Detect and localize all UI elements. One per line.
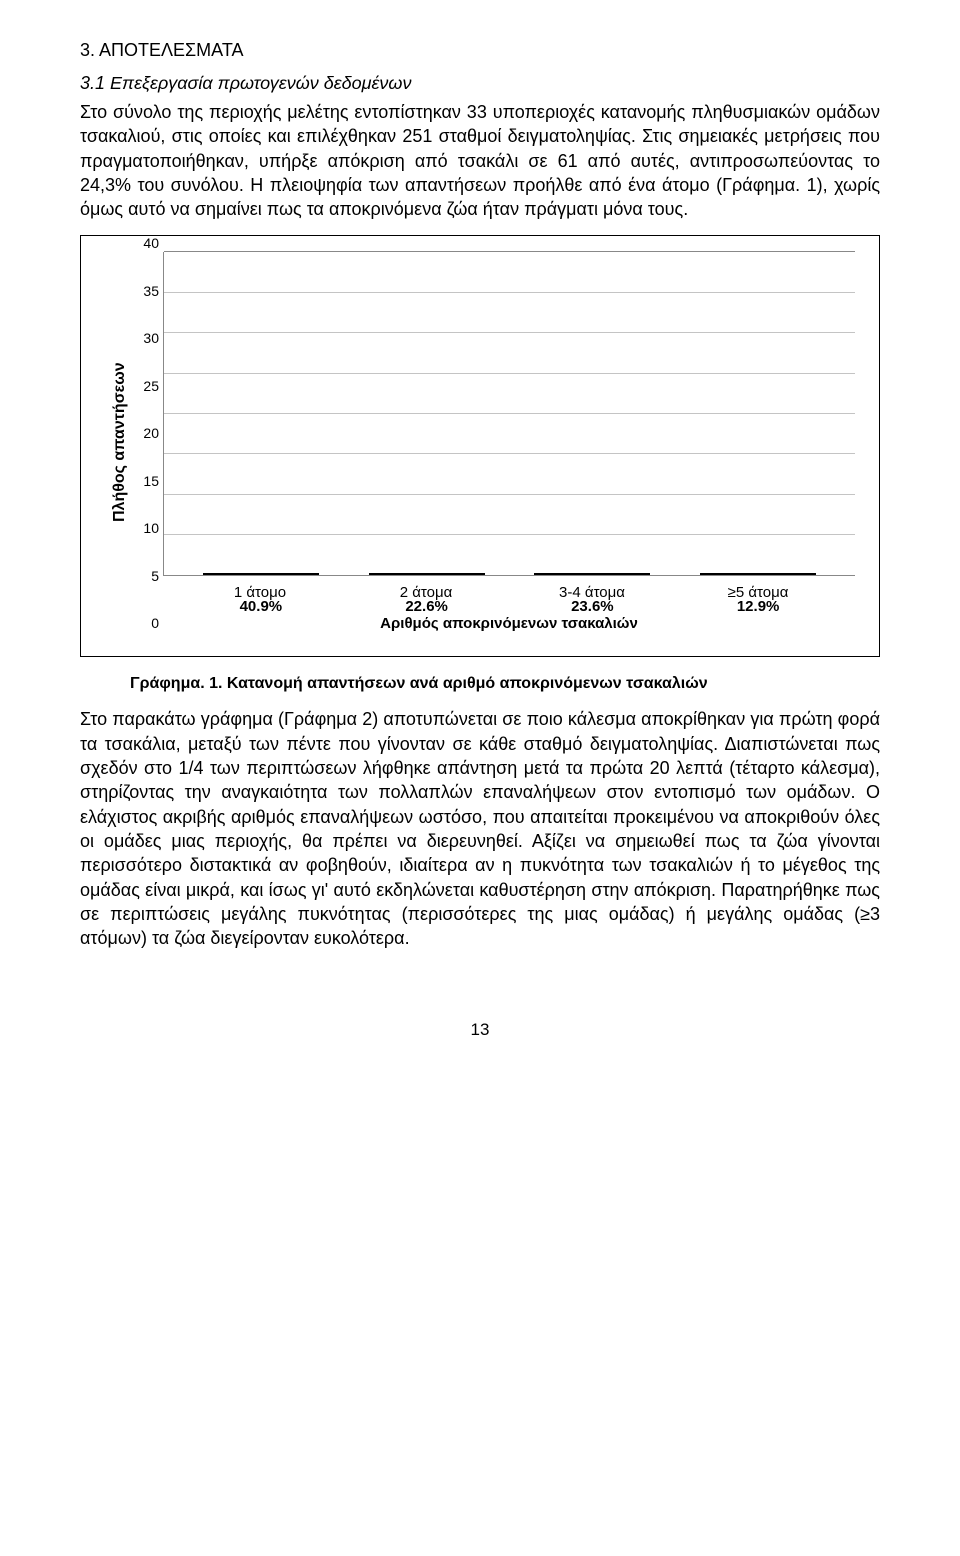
ytick: 15: [129, 473, 159, 489]
bar-value-label: 40.9%: [240, 598, 283, 615]
gridline: [164, 373, 855, 374]
ytick: 5: [129, 568, 159, 584]
gridline: [164, 332, 855, 333]
ytick: 20: [129, 425, 159, 441]
page-number: 13: [80, 1020, 880, 1040]
ytick: 35: [129, 283, 159, 299]
bar-col: 23.6%: [519, 573, 665, 575]
bar-value-label: 12.9%: [737, 598, 780, 615]
chart-1-plot-wrap: 40.9% 22.6% 23.6%: [163, 252, 855, 632]
bar-col: 12.9%: [685, 573, 831, 575]
chart-1-plot: 40.9% 22.6% 23.6%: [163, 252, 855, 576]
chart-1-yaxis-label: Πλήθος απαντήσεων: [105, 252, 129, 632]
bar-col: 40.9%: [188, 573, 334, 575]
gridline: [164, 292, 855, 293]
ytick: 40: [129, 235, 159, 251]
bar-value-label: 23.6%: [571, 598, 614, 615]
gridline: [164, 534, 855, 535]
bar: 23.6%: [534, 573, 650, 575]
bar: 12.9%: [700, 573, 816, 575]
ytick: 10: [129, 520, 159, 536]
section-heading: 3. ΑΠΟΤΕΛΕΣΜΑΤΑ: [80, 40, 880, 61]
gridline: [164, 494, 855, 495]
bar: 40.9%: [203, 573, 319, 575]
ytick: 0: [129, 615, 159, 631]
gridline: [164, 453, 855, 454]
chart-1-caption: Γράφημα. 1. Κατανομή απαντήσεων ανά αριθ…: [130, 675, 880, 693]
bar-col: 22.6%: [354, 573, 500, 575]
bar: 22.6%: [369, 573, 485, 575]
paragraph-2: Στο παρακάτω γράφημα (Γράφημα 2) αποτυπώ…: [80, 707, 880, 950]
chart-1-ytick-gutter: 0 5 10 15 20 25 30 35 40: [129, 252, 163, 632]
ytick: 25: [129, 378, 159, 394]
bar-value-label: 22.6%: [405, 598, 448, 615]
chart-1-xaxis-label: Αριθμός αποκρινόμενων τσακαλιών: [163, 615, 855, 632]
subsection-heading: 3.1 Επεξεργασία πρωτογενών δεδομένων: [80, 73, 880, 94]
chart-1-area: Πλήθος απαντήσεων 0 5 10 15 20 25 30 35 …: [105, 252, 855, 632]
gridline: [164, 251, 855, 252]
chart-1-frame: Πλήθος απαντήσεων 0 5 10 15 20 25 30 35 …: [80, 235, 880, 657]
ytick: 30: [129, 330, 159, 346]
paragraph-1: Στο σύνολο της περιοχής μελέτης εντοπίστ…: [80, 100, 880, 221]
gridline: [164, 413, 855, 414]
page-container: 3. ΑΠΟΤΕΛΕΣΜΑΤΑ 3.1 Επεξεργασία πρωτογεν…: [0, 0, 960, 1100]
